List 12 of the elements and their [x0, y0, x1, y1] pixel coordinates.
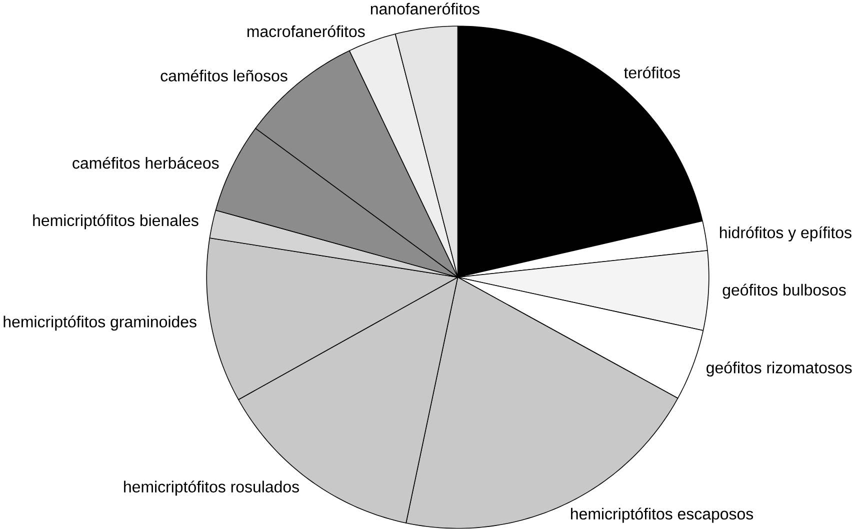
- slice-label: hemicriptófitos bienales: [33, 214, 198, 230]
- slice-label: nanofanerófitos: [370, 2, 480, 15]
- slice-label: caméfitos herbáceos: [72, 156, 219, 169]
- slice-label: geófitos rizomatosos: [706, 362, 852, 377]
- slice-label: caméfitos leñosos: [160, 70, 288, 82]
- slice-label: hemicriptófitos rosulados: [124, 480, 299, 496]
- slice-label: hemicriptófitos escaposos: [571, 508, 754, 523]
- slice-label: hidrófitos y epífitos: [720, 226, 852, 242]
- slice-label: hemicriptófitos graminoides: [4, 316, 196, 331]
- slice-label: geófitos bulbosos: [722, 284, 846, 299]
- slice-label: macrofanerófitos: [247, 25, 365, 38]
- slice-label: terófitos: [624, 66, 680, 78]
